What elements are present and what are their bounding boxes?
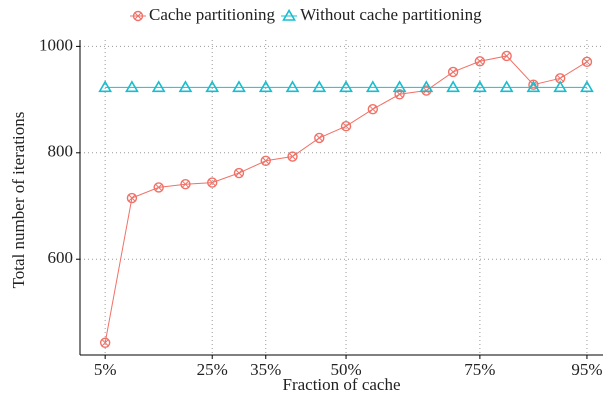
triangle-marker — [553, 80, 568, 93]
marker-ring — [581, 56, 593, 68]
marker-ring — [340, 120, 352, 132]
triangle-marker — [365, 80, 380, 93]
y-tick-label: 800 — [48, 142, 74, 161]
x-tick-label: 35% — [250, 360, 281, 379]
y-tick-label: 600 — [48, 248, 74, 267]
triangle-marker — [151, 80, 166, 93]
x-tick-label: 75% — [464, 360, 495, 379]
circle-marker — [340, 120, 352, 132]
marker-cross — [208, 179, 216, 186]
triangle-marker — [98, 80, 113, 93]
marker-cross — [583, 58, 591, 66]
legend-label: Cache partitioning — [149, 5, 276, 24]
marker-cross — [235, 169, 243, 177]
marker-ring — [367, 103, 379, 115]
circle-marker — [207, 177, 218, 188]
triangle-marker — [232, 80, 246, 93]
marker-ring — [314, 132, 325, 144]
circle-marker — [260, 155, 271, 166]
marker-cross — [182, 180, 189, 188]
marker-cross — [155, 184, 163, 191]
circle-marker — [132, 10, 144, 22]
circle-marker — [314, 132, 325, 144]
marker-ring — [501, 50, 512, 62]
marker-cross — [503, 52, 510, 60]
x-axis-label: Fraction of cache — [283, 375, 401, 394]
triangle-marker — [178, 80, 193, 93]
marker-ring — [207, 177, 218, 188]
marker-ring — [287, 151, 298, 162]
marker-cross — [369, 105, 377, 113]
triangle-marker — [285, 80, 300, 93]
circle-marker — [287, 151, 298, 162]
marker-cross — [449, 68, 457, 76]
marker-ring — [447, 66, 459, 78]
marker-cross — [134, 12, 142, 20]
marker-ring — [474, 56, 486, 67]
marker-ring — [394, 89, 405, 100]
triangle-marker — [499, 80, 514, 93]
marker-cross — [289, 153, 296, 160]
x-tick-label: 95% — [571, 360, 602, 379]
x-tick-label: 25% — [197, 360, 228, 379]
marker-cross — [396, 90, 403, 98]
circle-marker — [447, 66, 459, 78]
marker-cross — [476, 57, 484, 65]
legend: Cache partitioning Without cache partitio… — [130, 5, 482, 24]
circle-marker — [367, 103, 379, 115]
marker-ring — [260, 155, 271, 166]
circle-marker — [126, 192, 138, 204]
marker-ring — [99, 337, 111, 348]
circle-marker — [501, 50, 512, 62]
marker-ring — [132, 10, 144, 22]
triangle-marker — [472, 80, 487, 93]
triangle-marker — [282, 8, 296, 21]
circle-marker — [474, 56, 486, 67]
marker-cross — [556, 74, 564, 82]
marker-cross — [128, 194, 136, 202]
circle-marker — [233, 167, 245, 179]
marker-cross — [315, 134, 323, 142]
marker-ring — [233, 167, 245, 179]
marker-cross — [101, 339, 109, 347]
triangle-marker — [446, 80, 461, 93]
triangle-marker — [392, 80, 407, 93]
y-axis-label: Total number of iterations — [9, 112, 28, 289]
marker-ring — [180, 178, 191, 190]
circle-marker — [180, 178, 191, 190]
series-line — [104, 55, 588, 343]
x-tick-label: 5% — [94, 360, 117, 379]
circle-marker — [99, 337, 111, 348]
triangle-marker — [339, 80, 353, 93]
marker-cross — [422, 87, 430, 94]
marker-cross — [342, 122, 350, 130]
triangle-marker — [125, 80, 139, 93]
circle-marker — [581, 56, 593, 68]
x-tick-label: 50% — [330, 360, 361, 379]
triangle-marker — [526, 80, 541, 93]
legend-label: Without cache partitioning — [300, 5, 482, 24]
marker-ring — [153, 182, 164, 193]
circle-marker — [394, 89, 405, 100]
triangle-marker — [258, 80, 273, 93]
y-tick-label: 1000 — [39, 35, 73, 54]
circle-marker — [153, 182, 164, 193]
triangle-marker — [419, 80, 434, 93]
triangle-marker — [205, 80, 220, 93]
marker-ring — [126, 192, 138, 204]
marker-ring — [528, 79, 539, 90]
triangle-marker — [312, 80, 327, 93]
marker-cross — [262, 157, 270, 165]
triangle-marker — [580, 80, 594, 93]
